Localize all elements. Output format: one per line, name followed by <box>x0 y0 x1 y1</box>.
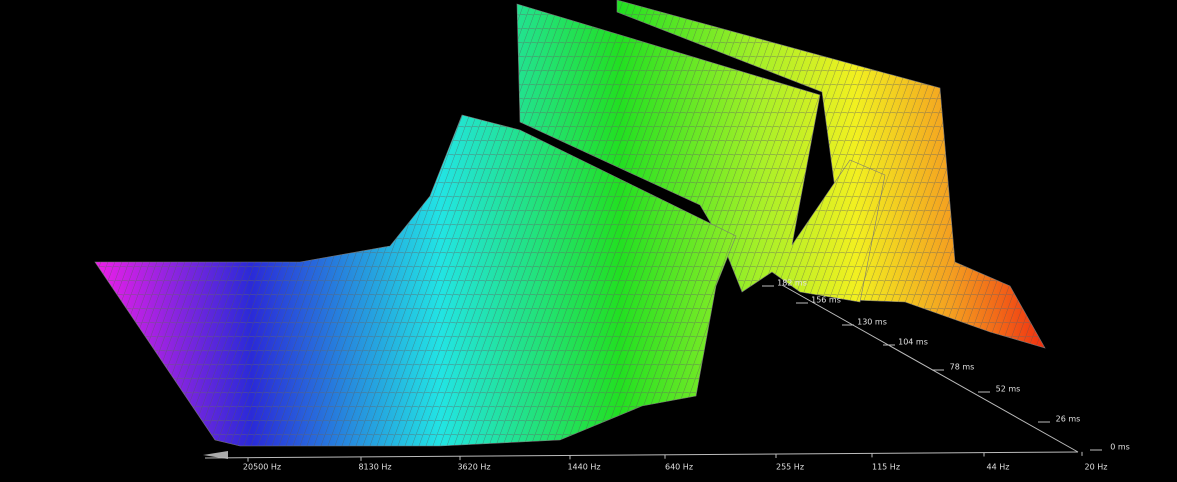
frequency-axis <box>204 451 1079 459</box>
time-axis <box>781 284 1079 453</box>
frequency-label: 44 Hz <box>987 463 1010 472</box>
frequency-label: 255 Hz <box>776 463 804 472</box>
frequency-label: 8130 Hz <box>358 463 391 472</box>
axis-arrow <box>203 451 228 459</box>
time-label: 0 ms <box>1110 443 1130 452</box>
time-label: 156 ms <box>811 296 841 305</box>
frequency-label: 640 Hz <box>665 463 693 472</box>
time-label: 104 ms <box>898 338 928 347</box>
frequency-label: 20 Hz <box>1085 463 1108 472</box>
frequency-label: 115 Hz <box>872 463 900 472</box>
time-label: 52 ms <box>996 385 1021 394</box>
time-label: 130 ms <box>857 318 887 327</box>
frequency-label: 1440 Hz <box>567 463 600 472</box>
surface <box>94 0 1046 447</box>
frequency-label: 20500 Hz <box>243 463 281 472</box>
frequency-label: 3620 Hz <box>457 463 490 472</box>
time-label: 182 ms <box>777 279 807 288</box>
time-label: 26 ms <box>1056 415 1081 424</box>
time-label: 78 ms <box>950 363 975 372</box>
